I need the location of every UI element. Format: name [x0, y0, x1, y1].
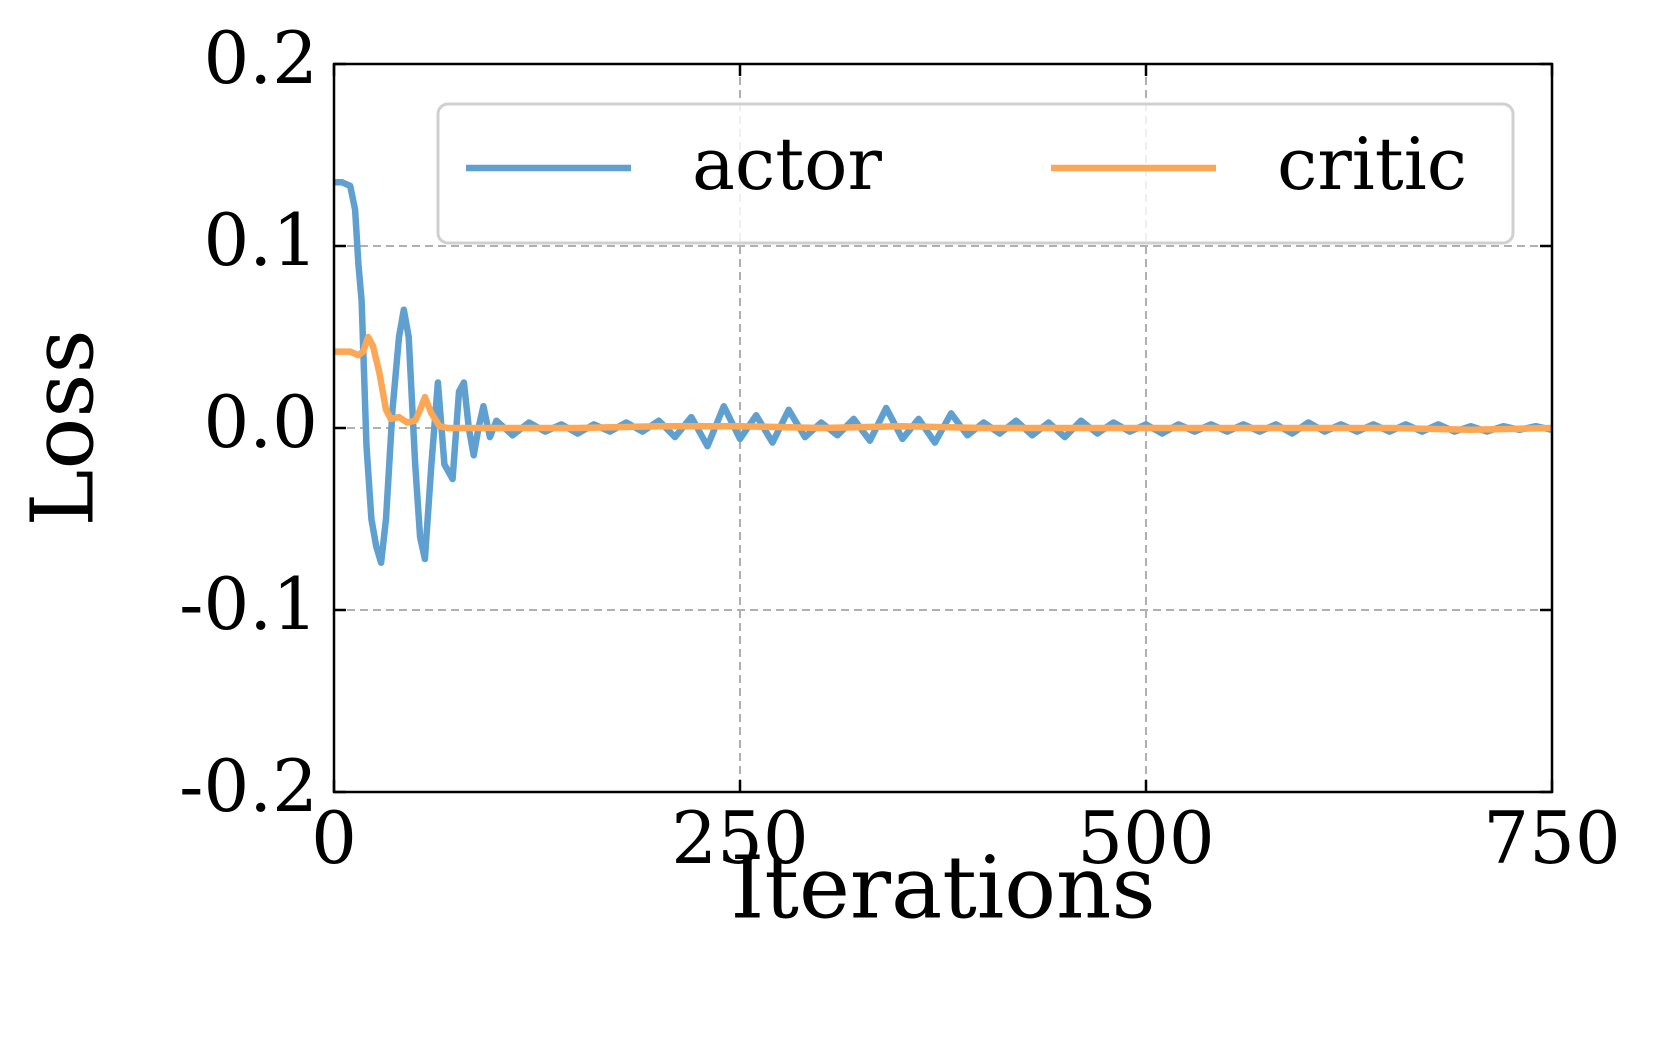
y-tick-label: 0.2	[203, 16, 318, 100]
plot-frame	[332, 62, 1554, 794]
legend-label: actor	[692, 122, 883, 206]
y-tick-label: -0.1	[179, 562, 318, 646]
x-tick-label: 0	[311, 796, 357, 880]
x-tick-label: 250	[671, 796, 808, 880]
y-tick-label: 0.1	[203, 198, 318, 282]
y-tick-label: 0.0	[203, 380, 318, 464]
legend: actor critic	[436, 102, 1515, 245]
y-axis-label: Loss	[14, 329, 114, 526]
legend-box	[436, 102, 1515, 245]
x-tick-label: 500	[1077, 796, 1214, 880]
series-line	[334, 333, 1553, 434]
x-axis-label: Iterations	[730, 839, 1155, 939]
y-tick-label: -0.2	[179, 744, 318, 828]
x-tick-label: 750	[1483, 796, 1620, 880]
legend-label: critic	[1277, 122, 1467, 206]
